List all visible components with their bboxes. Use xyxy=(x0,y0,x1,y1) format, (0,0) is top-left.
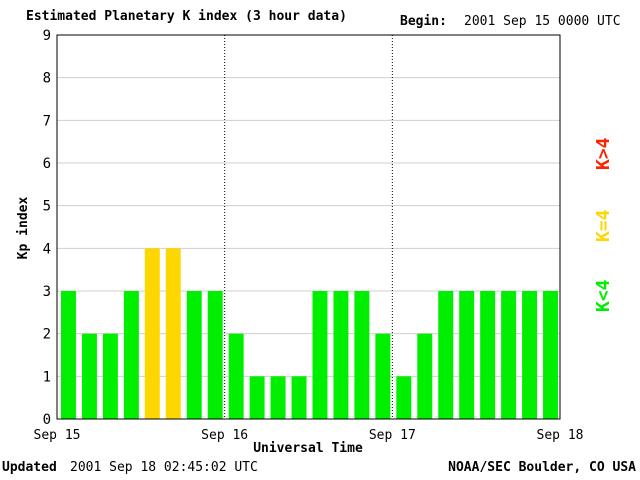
updated-label: Updated xyxy=(2,460,57,475)
legend-k-below-4: K<4 xyxy=(593,279,614,312)
plot-frame xyxy=(56,34,561,420)
updated-timestamp: 2001 Sep 18 02:45:02 UTC xyxy=(70,460,258,475)
x-tick-label: Sep 18 xyxy=(537,428,584,443)
begin-value: 2001 Sep 15 0000 UTC xyxy=(464,14,621,29)
kp-bar xyxy=(522,291,538,419)
y-tick-label: 0 xyxy=(43,412,51,428)
kp-bar xyxy=(312,291,328,419)
kp-bar xyxy=(417,333,433,419)
bars-layer xyxy=(61,248,558,419)
kp-bar xyxy=(333,291,349,419)
frame-layer xyxy=(56,34,561,420)
kp-bar xyxy=(438,291,454,419)
kp-bar xyxy=(501,291,517,419)
kp-bar xyxy=(102,333,118,419)
grid-layer xyxy=(57,77,560,377)
legend-k-above-4: K>4 xyxy=(593,137,614,170)
kp-bar xyxy=(375,333,391,419)
kp-bar xyxy=(81,333,97,419)
credit-text: NOAA/SEC Boulder, CO USA xyxy=(448,460,636,475)
kp-bar xyxy=(543,291,558,419)
kp-bar xyxy=(186,291,202,419)
kp-bar xyxy=(228,333,244,419)
kp-bar xyxy=(165,248,181,419)
legend-k-equal-4: K=4 xyxy=(593,209,614,242)
y-tick-label: 4 xyxy=(43,241,51,257)
y-tick-label: 7 xyxy=(43,113,51,129)
y-tick-label: 6 xyxy=(43,156,51,172)
x-tick-label: Sep 15 xyxy=(34,428,81,443)
x-tick-label: Sep 17 xyxy=(369,428,416,443)
kp-bar xyxy=(144,248,160,419)
kp-bar xyxy=(354,291,370,419)
kp-bar xyxy=(396,376,412,419)
begin-label: Begin: xyxy=(400,14,447,29)
labels-layer: 0 1 2 3 4 5 6 7 8 9 Sep 15 Sep 16 Sep 17 Sep 18 xyxy=(34,28,584,443)
kp-bar xyxy=(123,291,139,419)
x-tick-label: Sep 16 xyxy=(201,428,248,443)
y-tick-label: 2 xyxy=(43,327,51,343)
y-axis-label: Kp index xyxy=(16,197,31,260)
y-tick-label: 3 xyxy=(43,284,51,300)
y-tick-label: 9 xyxy=(43,28,51,44)
kp-bar xyxy=(207,291,223,419)
x-axis-label: Universal Time xyxy=(253,441,363,456)
kp-bar xyxy=(61,291,76,419)
chart-title: Estimated Planetary K index (3 hour data… xyxy=(26,9,347,24)
y-tick-label: 5 xyxy=(43,199,51,215)
kp-bar xyxy=(459,291,475,419)
kp-bar xyxy=(480,291,496,419)
y-tick-label: 8 xyxy=(43,71,51,87)
kp-bar xyxy=(291,376,307,419)
y-tick-label: 1 xyxy=(43,369,51,385)
kp-bar xyxy=(249,376,265,419)
kp-bar xyxy=(270,376,286,419)
